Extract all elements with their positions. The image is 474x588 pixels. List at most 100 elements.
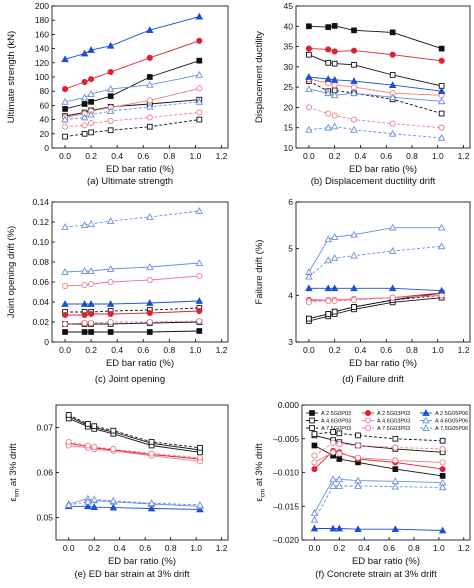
data-point: [331, 48, 338, 55]
data-point: [388, 247, 397, 254]
panel-caption: (d) Failure drift: [342, 374, 404, 385]
x-tick-label: 0.0: [309, 543, 321, 553]
data-point: [146, 263, 154, 270]
data-point: [391, 482, 400, 490]
legend-marker: [364, 424, 372, 432]
y-tick-label: 0.000: [278, 400, 300, 410]
data-point: [311, 442, 318, 449]
series-line: [64, 210, 200, 228]
series-6: [61, 297, 204, 307]
x-tick-label: 0.4: [355, 345, 367, 355]
series-0: [306, 23, 445, 52]
series-5: [311, 439, 446, 459]
series-4: [61, 272, 203, 290]
data-point: [109, 496, 118, 504]
x-tick-label: 0.6: [137, 151, 149, 161]
data-point: [305, 104, 312, 111]
legend-entry: A 4.6G0P03: [321, 419, 351, 425]
data-point: [62, 329, 68, 335]
data-point: [196, 328, 203, 334]
data-point: [88, 76, 95, 83]
data-point: [146, 74, 153, 80]
legend-marker: [364, 417, 372, 424]
data-point: [389, 294, 396, 301]
data-point: [87, 110, 95, 118]
data-point: [305, 299, 312, 306]
data-point: [336, 430, 343, 437]
x-axis-label: ED bar ratio (%): [352, 556, 420, 567]
data-point: [80, 93, 89, 101]
data-point: [195, 12, 204, 20]
x-tick-label: 1.0: [189, 151, 201, 161]
x-tick-label: 0.4: [111, 345, 123, 355]
data-point: [87, 220, 95, 227]
series-8: [61, 207, 204, 230]
data-point: [331, 23, 338, 29]
data-point: [61, 86, 69, 93]
data-point: [146, 97, 153, 104]
data-point: [88, 319, 95, 327]
data-point: [196, 109, 203, 116]
data-point: [81, 281, 88, 289]
series-line: [65, 300, 200, 305]
series-line: [68, 418, 201, 453]
data-point: [84, 442, 91, 449]
series-6: [61, 12, 204, 63]
data-point: [146, 329, 153, 335]
panel-caption: (f) Concrete strain at 3% drift: [315, 569, 437, 580]
series-line: [64, 262, 200, 273]
data-point: [306, 51, 312, 58]
data-point: [324, 89, 332, 97]
y-tick-label: 0.12: [32, 217, 49, 227]
data-point: [109, 503, 118, 511]
series-4: [311, 449, 446, 466]
x-tick-label: 1.2: [216, 151, 228, 161]
panel-caption: (b) Displacement ductility drift: [311, 176, 436, 187]
data-point: [389, 120, 396, 127]
series-line: [314, 478, 443, 514]
y-tick-label: 200: [35, 1, 49, 11]
data-point: [350, 230, 358, 238]
series-3: [305, 45, 445, 64]
y-axis-label-rest: at 3% drift: [254, 443, 265, 489]
data-point: [107, 68, 114, 76]
y-axis-label-subscript: sm: [14, 489, 21, 498]
data-point: [88, 129, 94, 136]
plot-frame: [295, 5, 471, 149]
x-tick-label: 1.0: [189, 345, 201, 355]
y-axis-label: Failure drift (%): [254, 240, 265, 305]
series-line: [64, 99, 200, 117]
data-point: [147, 504, 156, 512]
x-tick-label: 0.6: [137, 345, 149, 355]
data-point: [335, 475, 344, 483]
series-line: [308, 48, 442, 62]
x-axis-label: ED bar ratio (%): [106, 164, 174, 175]
data-point: [325, 311, 332, 317]
legend-entry: A 2.5G03P03: [377, 411, 410, 417]
data-point: [306, 315, 312, 322]
y-tick-label: –0.010: [273, 468, 299, 478]
data-point: [437, 97, 446, 105]
data-point: [335, 524, 344, 532]
series-line: [68, 442, 201, 460]
chart-panel-f: 0.0 0.2 0.4 0.6 0.8 1.0 1.2 –0.020 –0.015 –0.010 –…: [254, 400, 471, 580]
data-point: [81, 122, 88, 129]
y-tick-label: 20: [284, 102, 294, 112]
data-point: [87, 300, 95, 307]
legend-entry: A 7.5G0P03: [321, 426, 351, 432]
y-tick-label: 40: [40, 115, 50, 125]
data-point: [324, 256, 332, 264]
series-line: [308, 294, 442, 320]
x-tick-label: 0.2: [333, 543, 345, 553]
data-point: [336, 450, 343, 457]
data-point: [106, 217, 115, 224]
y-axis-label-symbol: ε: [254, 497, 265, 502]
data-point: [336, 456, 343, 462]
data-point: [305, 45, 312, 52]
data-point: [439, 473, 446, 479]
x-tick-label: 0.8: [406, 345, 418, 355]
series-line: [68, 415, 201, 451]
x-tick-label: 0.6: [380, 151, 392, 161]
x-tick-label: 0.8: [163, 151, 175, 161]
series-7: [310, 475, 447, 516]
